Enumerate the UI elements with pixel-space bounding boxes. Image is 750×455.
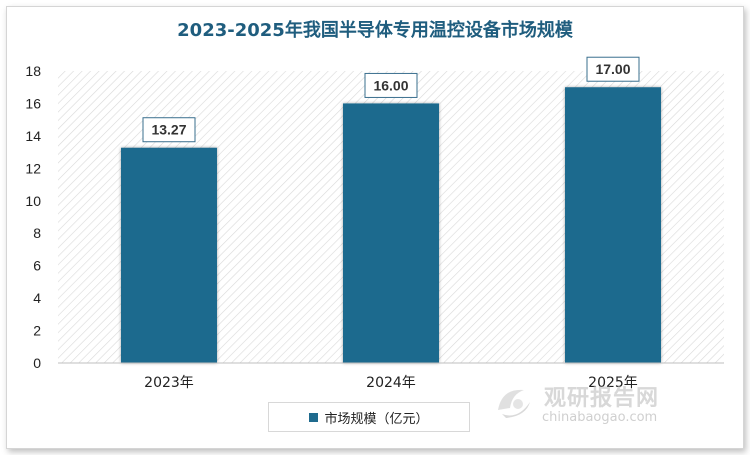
watermark-text-en: chinabaogao.com bbox=[542, 410, 658, 425]
bars-group: 13.27 16.00 17.00 bbox=[121, 56, 661, 363]
x-tick-label-1: 2023年 bbox=[144, 375, 194, 391]
chart-title: 2023-2025年我国半导体专用温控设备市场规模 bbox=[177, 20, 573, 41]
y-tick-label: 16 bbox=[25, 95, 41, 111]
y-tick-label: 0 bbox=[33, 355, 41, 371]
data-label-box-1 bbox=[142, 117, 196, 143]
legend-swatch bbox=[309, 412, 319, 422]
data-label-1: 13.27 bbox=[151, 122, 186, 138]
y-tick-label: 18 bbox=[25, 63, 41, 79]
x-tick-label-2: 2024年 bbox=[366, 375, 416, 391]
watermark-logo-icon bbox=[498, 389, 530, 418]
data-label-box-3 bbox=[586, 56, 640, 82]
y-tick-label: 8 bbox=[33, 225, 41, 241]
bar-3 bbox=[565, 87, 661, 363]
watermark: 观研报告网 chinabaogao.com bbox=[492, 378, 692, 430]
bar-1 bbox=[121, 147, 217, 363]
y-tick-label: 12 bbox=[25, 160, 41, 176]
legend-label: 市场规模（亿元） bbox=[324, 411, 429, 427]
x-tick-label-3: 2025年 bbox=[588, 375, 638, 391]
legend: 市场规模（亿元） bbox=[268, 402, 470, 432]
data-label-box-2 bbox=[364, 72, 418, 98]
bar-2 bbox=[343, 103, 439, 363]
y-tick-label: 14 bbox=[25, 128, 41, 144]
watermark-text-cn: 观研报告网 bbox=[544, 386, 660, 411]
y-axis: 0 2 4 6 8 10 12 14 16 18 bbox=[25, 63, 41, 371]
data-label-3: 17.00 bbox=[595, 61, 630, 77]
x-axis: 2023年 2024年 2025年 bbox=[144, 375, 638, 391]
y-tick-label: 6 bbox=[33, 258, 41, 274]
data-label-2: 16.00 bbox=[373, 77, 408, 93]
y-tick-label: 2 bbox=[33, 323, 41, 339]
y-tick-label: 4 bbox=[33, 290, 41, 306]
y-tick-label: 10 bbox=[25, 193, 41, 209]
